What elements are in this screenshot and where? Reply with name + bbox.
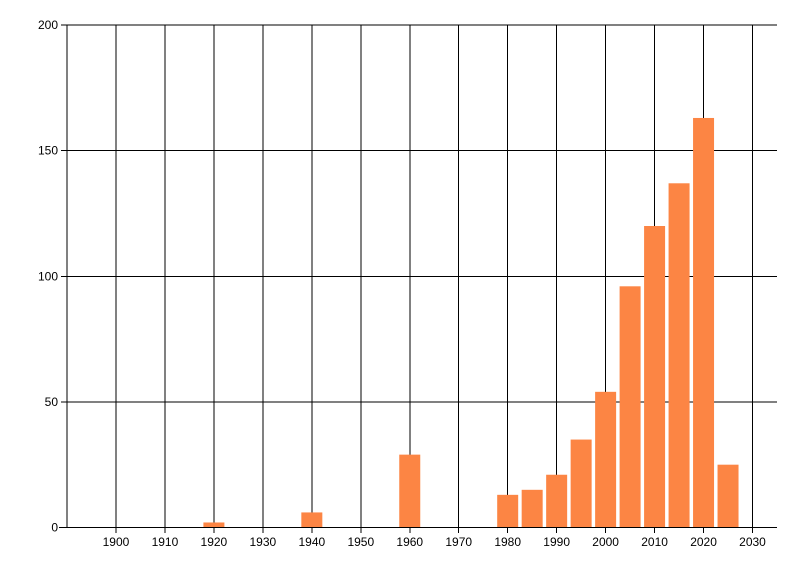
x-tick-label: 1960 <box>396 535 423 549</box>
y-tick-label: 0 <box>51 521 58 535</box>
x-tick-label: 1930 <box>250 535 277 549</box>
x-tick-label: 2030 <box>739 535 766 549</box>
x-tick-label: 1910 <box>152 535 179 549</box>
x-tick-label: 1970 <box>445 535 472 549</box>
bar-2005 <box>619 286 641 528</box>
x-tick-label: 1990 <box>543 535 570 549</box>
bar-1990 <box>546 474 568 528</box>
bar-2020 <box>693 117 715 529</box>
bar-1985 <box>521 489 543 528</box>
bar-2000 <box>595 391 617 528</box>
x-tick-label: 1920 <box>201 535 228 549</box>
y-tick-label: 150 <box>38 144 58 158</box>
bar-2015 <box>668 183 690 528</box>
x-tick-label: 2020 <box>690 535 717 549</box>
bar-2010 <box>644 226 666 528</box>
x-tick-label: 1980 <box>494 535 521 549</box>
x-tick-label: 2000 <box>592 535 619 549</box>
y-tick-label: 100 <box>38 269 58 283</box>
bar-1980 <box>497 494 519 528</box>
bar-1960 <box>399 454 421 528</box>
bar-1940 <box>301 512 323 528</box>
bar-1920 <box>203 522 225 528</box>
y-tick-label: 50 <box>45 395 59 409</box>
x-tick-label: 1950 <box>347 535 374 549</box>
y-tick-label: 200 <box>38 18 58 32</box>
x-tick-label: 1940 <box>298 535 325 549</box>
bar-1995 <box>570 439 592 528</box>
x-tick-label: 1900 <box>103 535 130 549</box>
bar-2025 <box>717 464 739 528</box>
x-tick-label: 2010 <box>641 535 668 549</box>
